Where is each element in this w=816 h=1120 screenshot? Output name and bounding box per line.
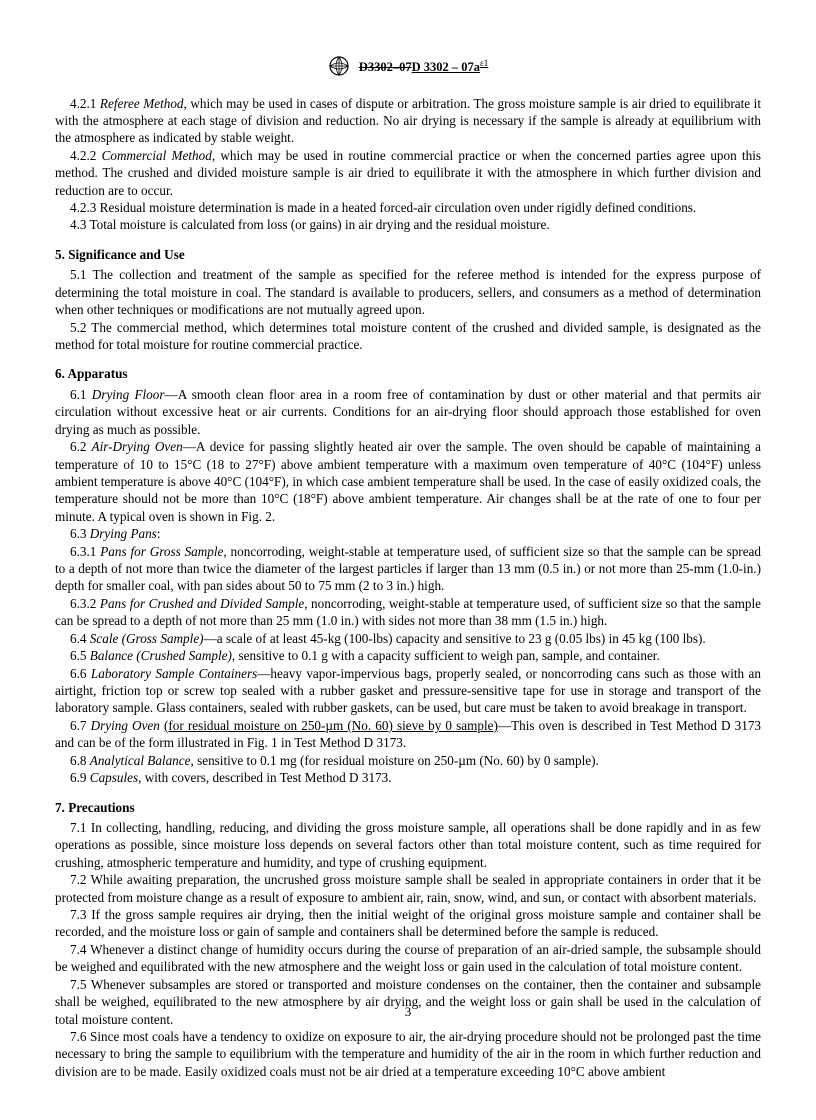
lead-6.3: Drying Pans [90, 526, 157, 541]
num-6.3.1: 6.3.1 [70, 544, 100, 559]
num-4.2.2: 4.2.2 [70, 148, 102, 163]
para-6.6: 6.6 Laboratory Sample Containers—heavy v… [55, 665, 761, 717]
lead-6.3.2: Pans for Crushed and Divided Sample [100, 596, 304, 611]
document-header: D3302–07D 3302 – 07aε1 [55, 56, 761, 81]
heading-7: 7. Precautions [55, 799, 761, 816]
para-4.2.2: 4.2.2 Commercial Method, which may be us… [55, 147, 761, 199]
num-6.3.2: 6.3.2 [70, 596, 100, 611]
lead-6.5: Balance (Crushed Sample) [90, 648, 232, 663]
lead-6.8: Analytical Balance [90, 753, 191, 768]
lead-4.2.2: Commercial Method [102, 148, 212, 163]
para-6.8: 6.8 Analytical Balance, sensitive to 0.1… [55, 752, 761, 769]
num-4.2.1: 4.2.1 [70, 96, 100, 111]
num-6.7: 6.7 [70, 718, 91, 733]
lead-4.2.1: Referee Method [100, 96, 184, 111]
para-6.3.1: 6.3.1 Pans for Gross Sample, noncorrodin… [55, 543, 761, 595]
lead-6.6: Laboratory Sample Containers [91, 666, 257, 681]
num-6.6: 6.6 [70, 666, 91, 681]
epsilon-mark: ε1 [480, 58, 488, 68]
para-5.1: 5.1 The collection and treatment of the … [55, 266, 761, 318]
text-6.4: —a scale of at least 45-kg (100-lbs) cap… [204, 631, 706, 646]
lead-6.9: Capsules [90, 770, 138, 785]
text-6.8: , sensitive to 0.1 mg (for residual mois… [190, 753, 598, 768]
lead-6.3.1: Pans for Gross Sample [100, 544, 223, 559]
page-content: D3302–07D 3302 – 07aε1 4.2.1 Referee Met… [0, 0, 816, 1120]
num-6.9: 6.9 [70, 770, 90, 785]
para-6.5: 6.5 Balance (Crushed Sample), sensitive … [55, 647, 761, 664]
heading-6: 6. Apparatus [55, 365, 761, 382]
para-7.1: 7.1 In collecting, handling, reducing, a… [55, 819, 761, 871]
page-number: 3 [0, 1003, 816, 1020]
num-6.5: 6.5 [70, 648, 90, 663]
num-6.2: 6.2 [70, 439, 92, 454]
para-4.2.3: 4.2.3 Residual moisture determination is… [55, 199, 761, 216]
para-7.6: 7.6 Since most coals have a tendency to … [55, 1028, 761, 1080]
heading-5: 5. Significance and Use [55, 246, 761, 263]
para-7.4: 7.4 Whenever a distinct change of humidi… [55, 941, 761, 976]
para-7.3: 7.3 If the gross sample requires air dry… [55, 906, 761, 941]
num-6.4: 6.4 [70, 631, 90, 646]
lead-6.2: Air-Drying Oven [92, 439, 183, 454]
para-6.1: 6.1 Drying Floor—A smooth clean floor ar… [55, 386, 761, 438]
num-6.1: 6.1 [70, 387, 92, 402]
para-6.4: 6.4 Scale (Gross Sample)—a scale of at l… [55, 630, 761, 647]
para-6.3: 6.3 Drying Pans: [55, 525, 761, 542]
num-6.3: 6.3 [70, 526, 90, 541]
designation-new: D 3302 – 07a [412, 60, 480, 74]
para-6.3.2: 6.3.2 Pans for Crushed and Divided Sampl… [55, 595, 761, 630]
astm-logo-icon [328, 56, 350, 81]
text-6.3: : [157, 526, 161, 541]
text-6.9: , with covers, described in Test Method … [138, 770, 391, 785]
para-7.2: 7.2 While awaiting preparation, the uncr… [55, 871, 761, 906]
underline-6.7: (for residual moisture on 250-µm (No. 60… [164, 718, 498, 733]
para-6.7: 6.7 Drying Oven (for residual moisture o… [55, 717, 761, 752]
lead-6.7: Drying Oven [91, 718, 164, 733]
para-5.2: 5.2 The commercial method, which determi… [55, 319, 761, 354]
para-6.2: 6.2 Air-Drying Oven—A device for passing… [55, 438, 761, 525]
text-6.5: , sensitive to 0.1 g with a capacity suf… [232, 648, 660, 663]
para-6.9: 6.9 Capsules, with covers, described in … [55, 769, 761, 786]
lead-6.1: Drying Floor [92, 387, 165, 402]
num-6.8: 6.8 [70, 753, 90, 768]
para-4.3: 4.3 Total moisture is calculated from lo… [55, 216, 761, 233]
para-4.2.1: 4.2.1 Referee Method, which may be used … [55, 95, 761, 147]
lead-6.4: Scale (Gross Sample) [90, 631, 204, 646]
designation-old: D3302–07 [359, 60, 412, 74]
